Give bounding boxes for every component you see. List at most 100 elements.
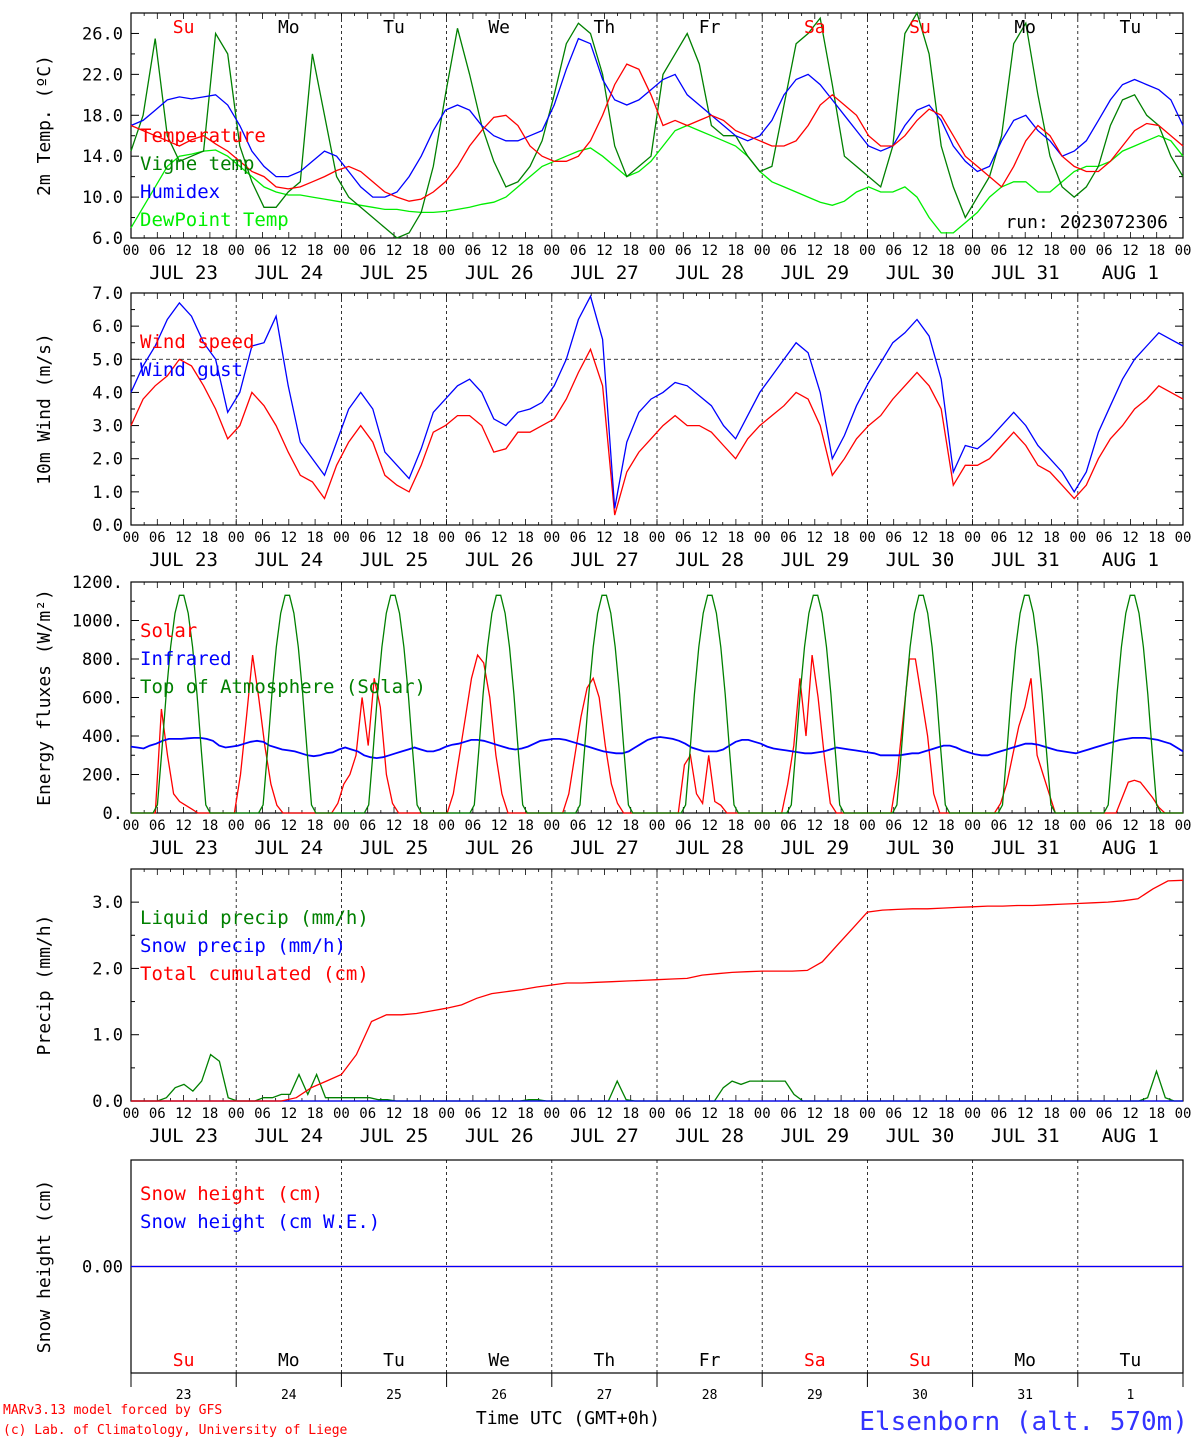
date-label: JUL 27 (570, 262, 639, 284)
hour-label: 12 (280, 818, 297, 834)
date-label: JUL 25 (360, 549, 429, 571)
date-label: JUL 30 (886, 1125, 955, 1147)
legend-entry: Liquid precip (mm/h) (140, 907, 369, 929)
hour-label: 18 (938, 243, 955, 259)
hour-label: 00 (543, 1106, 560, 1122)
hour-label: 06 (990, 243, 1007, 259)
hour-label: 00 (964, 530, 981, 546)
hour-label: 00 (754, 530, 771, 546)
legend-entry: DewPoint Temp (140, 209, 289, 231)
hour-label: 18 (307, 1106, 324, 1122)
hour-label: 06 (570, 243, 587, 259)
hour-label: 06 (359, 243, 376, 259)
hour-label: 12 (701, 243, 718, 259)
hour-label: 06 (990, 818, 1007, 834)
weekday-label: Mo (1014, 17, 1036, 38)
date-label: JUL 29 (780, 1125, 849, 1147)
bottom-day-number: 25 (386, 1388, 402, 1403)
hour-label: 18 (1148, 1106, 1165, 1122)
date-label: JUL 23 (149, 1125, 218, 1147)
weekday-label: Mo (278, 17, 300, 38)
hour-label: 00 (1175, 818, 1192, 834)
hour-label: 12 (175, 818, 192, 834)
hour-label: 00 (649, 1106, 666, 1122)
hour-label: 12 (806, 818, 823, 834)
bottom-day-number: 23 (176, 1388, 192, 1403)
date-label: JUL 31 (991, 262, 1060, 284)
date-label: JUL 31 (991, 837, 1060, 859)
y-tick-label: 0.0 (92, 516, 123, 536)
bottom-weekday-label: Su (909, 1350, 931, 1371)
hour-label: 00 (859, 530, 876, 546)
bottom-day-number: 27 (597, 1388, 613, 1403)
hour-label: 06 (464, 243, 481, 259)
y-tick-label: 4.0 (92, 383, 123, 403)
hour-label: 00 (543, 243, 560, 259)
panel-3: 0. 200. 400. 600. 800. 1000. 1200. Energy fluxe… (34, 573, 1191, 859)
bottom-weekday-label: Sa (804, 1350, 826, 1371)
legend-entry: Snow height (cm W.E.) (140, 1211, 380, 1233)
date-label: JUL 29 (780, 549, 849, 571)
date-label: JUL 27 (570, 549, 639, 571)
hour-label: 06 (780, 243, 797, 259)
y-axis-title: 2m Temp. (ºC) (34, 55, 55, 196)
legend-entry: Top of Atmosphere (Solar) (140, 676, 426, 698)
hour-label: 00 (333, 530, 350, 546)
hour-label: 06 (570, 1106, 587, 1122)
hour-label: 00 (1069, 1106, 1086, 1122)
weekday-label: We (488, 17, 510, 38)
hour-label: 12 (806, 243, 823, 259)
y-tick-label: 7.0 (92, 284, 123, 304)
hour-label: 12 (491, 243, 508, 259)
date-label: JUL 30 (886, 262, 955, 284)
hour-label: 00 (1069, 530, 1086, 546)
weekday-label: Th (594, 17, 616, 38)
date-label: JUL 28 (675, 549, 744, 571)
hour-label: 12 (912, 243, 929, 259)
date-label: AUG 1 (1102, 837, 1159, 859)
y-tick-label: 1.0 (92, 1026, 123, 1046)
y-tick-label: 6.0 (92, 317, 123, 337)
legend-entry: Infrared (140, 648, 232, 670)
bottom-weekday-label: Th (594, 1350, 616, 1371)
date-label: JUL 24 (254, 1125, 323, 1147)
hour-label: 00 (649, 818, 666, 834)
hour-label: 18 (1043, 530, 1060, 546)
credit-lab: (c) Lab. of Climatology, University of L… (3, 1423, 348, 1438)
hour-label: 06 (675, 530, 692, 546)
date-label: JUL 25 (360, 837, 429, 859)
hour-label: 00 (964, 818, 981, 834)
hour-label: 06 (780, 1106, 797, 1122)
hour-label: 18 (412, 818, 429, 834)
hour-label: 00 (123, 243, 140, 259)
bottom-day-number: 30 (912, 1388, 928, 1403)
date-label: JUL 31 (991, 549, 1060, 571)
hour-label: 06 (359, 818, 376, 834)
hour-label: 12 (912, 818, 929, 834)
hour-label: 00 (333, 243, 350, 259)
hour-label: 18 (622, 1106, 639, 1122)
legend-entry: Total cumulated (cm) (140, 963, 369, 985)
hour-label: 00 (228, 1106, 245, 1122)
hour-label: 00 (649, 530, 666, 546)
hour-label: 00 (543, 530, 560, 546)
hour-label: 00 (1175, 530, 1192, 546)
hour-label: 18 (833, 243, 850, 259)
credit-model: MARv3.13 model forced by GFS (3, 1403, 222, 1418)
hour-label: 12 (175, 243, 192, 259)
weekday-label: Su (909, 17, 931, 38)
hour-label: 06 (254, 818, 271, 834)
hour-label: 06 (780, 818, 797, 834)
hour-label: 06 (254, 530, 271, 546)
hour-label: 06 (990, 530, 1007, 546)
hour-label: 00 (754, 243, 771, 259)
hour-label: 06 (1096, 530, 1113, 546)
y-tick-label: 0. (103, 804, 123, 824)
hour-label: 18 (1148, 818, 1165, 834)
hour-label: 06 (885, 818, 902, 834)
hour-label: 00 (333, 818, 350, 834)
hour-label: 00 (333, 1106, 350, 1122)
date-label: JUL 28 (675, 1125, 744, 1147)
date-label: JUL 30 (886, 837, 955, 859)
date-label: JUL 26 (465, 837, 534, 859)
